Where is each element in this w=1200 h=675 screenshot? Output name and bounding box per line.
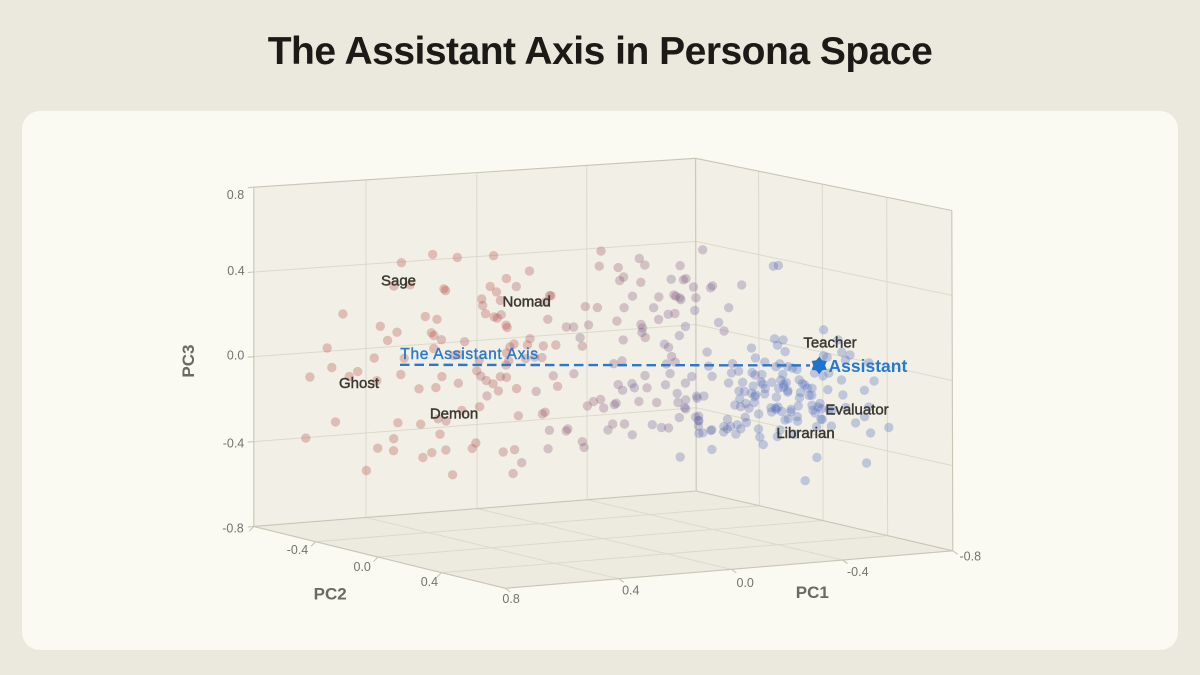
svg-text:0.8: 0.8	[502, 592, 519, 606]
svg-text:0.4: 0.4	[227, 264, 244, 278]
svg-text:The Assistant Axis: The Assistant Axis	[400, 346, 538, 363]
svg-text:PC2: PC2	[314, 585, 347, 604]
svg-text:Evaluator: Evaluator	[825, 401, 888, 418]
svg-text:PC3: PC3	[179, 344, 198, 377]
svg-text:Sage: Sage	[381, 272, 416, 289]
svg-text:-0.8: -0.8	[960, 550, 982, 564]
svg-text:-0.4: -0.4	[847, 565, 869, 579]
svg-text:-0.4: -0.4	[223, 436, 245, 450]
svg-text:Librarian: Librarian	[776, 425, 834, 442]
svg-text:Assistant: Assistant	[829, 356, 908, 376]
svg-text:PC1: PC1	[796, 583, 829, 602]
svg-text:0.0: 0.0	[227, 348, 244, 362]
svg-text:Teacher: Teacher	[803, 334, 856, 351]
svg-text:-0.8: -0.8	[222, 521, 244, 535]
svg-text:0.8: 0.8	[227, 188, 244, 202]
svg-text:0.4: 0.4	[421, 575, 438, 589]
svg-text:0.0: 0.0	[354, 560, 371, 574]
svg-text:Ghost: Ghost	[339, 375, 380, 392]
svg-text:Demon: Demon	[430, 406, 478, 423]
svg-text:Nomad: Nomad	[503, 294, 551, 311]
svg-text:0.4: 0.4	[622, 584, 639, 598]
svg-text:0.0: 0.0	[737, 576, 754, 590]
svg-text:-0.4: -0.4	[287, 543, 309, 557]
